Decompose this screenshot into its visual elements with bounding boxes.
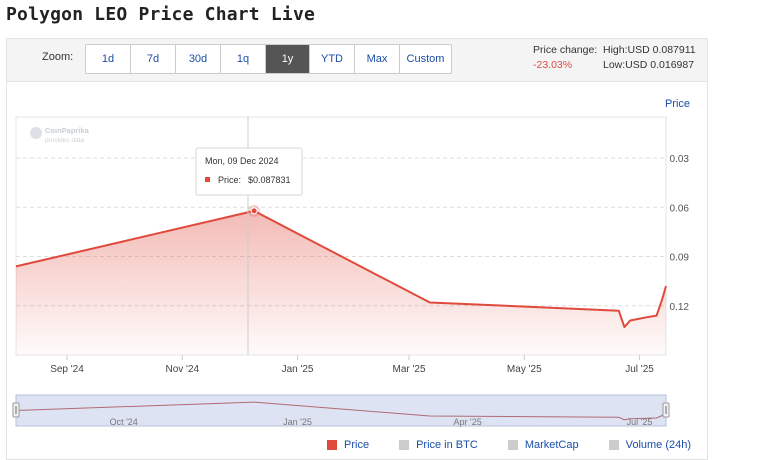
x-tick-label: Sep '24 bbox=[50, 364, 84, 375]
chart-legend: Price Price in BTC MarketCap Volume (24h… bbox=[327, 439, 691, 451]
zoom-label: Zoom: bbox=[42, 51, 74, 63]
tooltip-swatch bbox=[205, 177, 210, 182]
x-tick-label: Jan '25 bbox=[282, 364, 314, 375]
zoom-1y-button[interactable]: 1y bbox=[266, 45, 310, 73]
hover-point[interactable] bbox=[250, 207, 258, 215]
chart-panel: Zoom: 1d 7d 30d 1q 1y YTD Max Custom Pri… bbox=[6, 38, 708, 460]
price-line[interactable] bbox=[15, 209, 667, 329]
zoom-max-button[interactable]: Max bbox=[355, 45, 400, 73]
low-price: Low:USD 0.016987 bbox=[603, 59, 695, 71]
price-series[interactable] bbox=[15, 204, 667, 355]
navigator-tick-label: Jan '25 bbox=[283, 417, 312, 427]
legend-volume-swatch bbox=[608, 440, 619, 450]
y-tick-label: 0.09 bbox=[670, 253, 690, 264]
legend-price-btc-swatch bbox=[399, 440, 410, 450]
watermark-caption: provides data bbox=[45, 137, 84, 144]
navigator-series bbox=[15, 401, 667, 421]
navigator-tick-label: Oct '24 bbox=[110, 417, 138, 427]
y-axis: Price 0.12 0.09 0.06 0.03 bbox=[665, 98, 690, 313]
x-tick-label: Nov '24 bbox=[165, 364, 199, 375]
navigator-window[interactable] bbox=[15, 394, 667, 427]
watermark-logo-icon bbox=[30, 127, 42, 139]
zoom-7d-button[interactable]: 7d bbox=[131, 45, 176, 73]
legend-volume[interactable]: Volume (24h) bbox=[608, 439, 692, 451]
legend-price[interactable]: Price bbox=[327, 439, 369, 451]
zoom-ytd-button[interactable]: YTD bbox=[310, 45, 355, 73]
x-tick-label: Jul '25 bbox=[625, 364, 654, 375]
navigator-tick-label: Jul '25 bbox=[627, 417, 653, 427]
tooltip-price-value: $0.087831 bbox=[248, 175, 291, 185]
zoom-1d-button[interactable]: 1d bbox=[86, 45, 131, 73]
legend-price-label: Price bbox=[344, 439, 370, 451]
watermark-name: CoinPaprika bbox=[45, 126, 90, 135]
zoom-30d-button[interactable]: 30d bbox=[176, 45, 221, 73]
price-area-fill bbox=[16, 210, 666, 355]
navigator-tick-label: Apr '25 bbox=[453, 417, 481, 427]
high-price: High:USD 0.087911 bbox=[603, 44, 696, 56]
tooltip-date: Mon, 09 Dec 2024 bbox=[205, 156, 279, 166]
legend-marketcap[interactable]: MarketCap bbox=[507, 439, 579, 451]
page-title: Polygon LEO Price Chart Live bbox=[6, 4, 316, 25]
x-tick-label: May '25 bbox=[507, 364, 542, 375]
tooltip: Mon, 09 Dec 2024 Price: $0.087831 bbox=[195, 147, 303, 196]
legend-marketcap-label: MarketCap bbox=[524, 439, 579, 451]
zoom-1q-button[interactable]: 1q bbox=[221, 45, 266, 73]
series-axis-title: Price bbox=[665, 98, 690, 110]
zoom-buttons: 1d 7d 30d 1q 1y YTD Max Custom bbox=[85, 44, 452, 74]
price-change-label: Price change: bbox=[533, 44, 598, 56]
y-tick-label: 0.12 bbox=[670, 302, 690, 313]
x-tick-label: Mar '25 bbox=[392, 364, 425, 375]
legend-volume-label: Volume (24h) bbox=[625, 439, 692, 451]
tooltip-price-label: Price: bbox=[218, 175, 241, 185]
range-navigator[interactable]: Oct '24 Jan '25 Apr '25 Jul '25 bbox=[12, 394, 670, 427]
zoom-custom-button[interactable]: Custom bbox=[406, 53, 445, 65]
legend-price-btc[interactable]: Price in BTC bbox=[399, 439, 478, 451]
chart-toolbar: Zoom: 1d 7d 30d 1q 1y YTD Max Custom Pri… bbox=[7, 39, 707, 82]
y-tick-label: 0.03 bbox=[670, 154, 690, 165]
price-chart[interactable]: CoinPaprika provides data Price 0.12 0.09… bbox=[7, 39, 707, 434]
y-tick-label: 0.06 bbox=[670, 203, 690, 214]
legend-marketcap-swatch bbox=[507, 440, 518, 450]
legend-price-swatch bbox=[327, 440, 337, 450]
tooltip-box bbox=[195, 147, 303, 196]
x-axis: Sep '24 Nov '24 Jan '25 Mar '25 May '25 Jul '… bbox=[50, 355, 654, 375]
price-change-value: -23.03% bbox=[533, 59, 573, 71]
legend-price-btc-label: Price in BTC bbox=[416, 439, 478, 451]
